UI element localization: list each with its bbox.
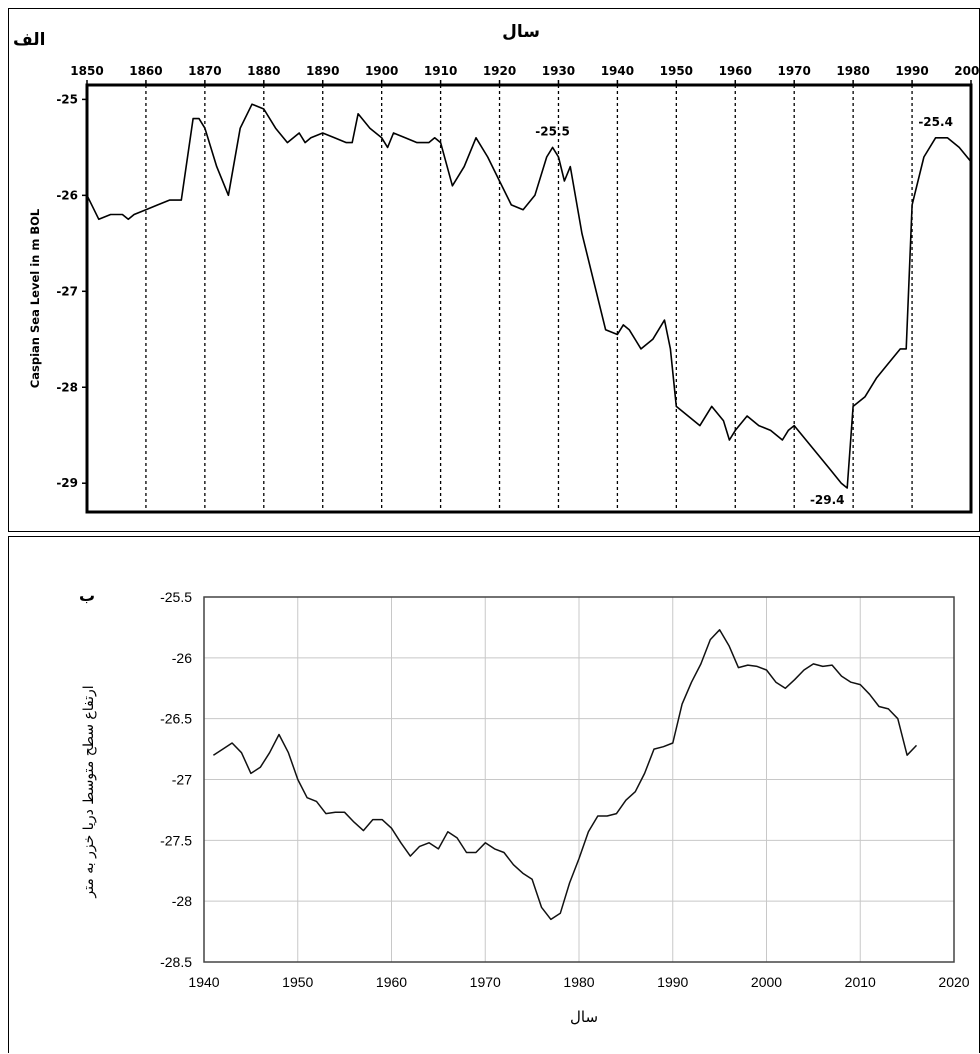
panel-label: ب	[79, 586, 95, 605]
x-tick-label: 1860	[129, 64, 162, 78]
data-annotation: -29.4	[810, 493, 845, 507]
x-tick-label: 1890	[306, 64, 339, 78]
caspian-level-chart-a: الف سال 1850 1860 1870 1880 1890 1900 1910 1920 19…	[9, 9, 979, 531]
caspian-level-chart-b: 1940 1950 1960 1970 1980 1990 2000 2010 2020 -25.…	[9, 537, 979, 1054]
x-tick-label: 1940	[188, 974, 219, 990]
x-tick-label: 1900	[365, 64, 398, 78]
x-tick-label: 1970	[777, 64, 810, 78]
x-tick-label: 2000	[954, 64, 979, 78]
x-tick-label: 1850	[70, 64, 103, 78]
y-tick-label: -27	[56, 284, 78, 298]
chart-panel-a: الف سال 1850 1860 1870 1880 1890 1900 1910 1920 19…	[8, 8, 980, 532]
x-tick-label: 1910	[424, 64, 457, 78]
x-tick-label: 1920	[483, 64, 516, 78]
x-tick-label: 2000	[751, 974, 782, 990]
x-tick-label: 1990	[657, 974, 688, 990]
x-tick-label: 1940	[601, 64, 634, 78]
x-tick-label: 1950	[282, 974, 313, 990]
y-tick-label: -29	[56, 476, 78, 490]
x-tick-label: 2010	[845, 974, 876, 990]
x-tick-label: 1960	[719, 64, 752, 78]
x-tick-label: 1970	[470, 974, 501, 990]
panel-label: الف	[13, 30, 45, 50]
y-tick-label: -25.5	[160, 589, 192, 605]
y-tick-label: -27	[172, 772, 192, 788]
x-tick-label: 1880	[247, 64, 280, 78]
x-axis-title: سال	[502, 22, 540, 42]
x-tick-label: 2020	[938, 974, 969, 990]
x-axis-label: سال	[570, 1008, 598, 1026]
x-tick-label: 1870	[188, 64, 221, 78]
data-annotation: -25.4	[918, 115, 953, 129]
y-tick-label: -28	[56, 380, 78, 394]
series-line	[87, 104, 971, 488]
x-tick-label: 1950	[660, 64, 693, 78]
y-tick-label: -27.5	[160, 832, 192, 848]
plot-frame	[87, 85, 971, 512]
x-tick-label: 1930	[542, 64, 575, 78]
series-line	[213, 630, 916, 920]
y-axis-label: Caspian Sea Level in m BOL	[28, 208, 42, 388]
y-tick-label: -25	[56, 92, 78, 106]
y-axis-label: ارتفاع سطح متوسط دریا خزر به متر	[81, 685, 97, 898]
y-tick-label: -26	[56, 188, 78, 202]
data-annotation: -25.5	[535, 124, 570, 138]
chart-panel-b: 1940 1950 1960 1970 1980 1990 2000 2010 2020 -25.…	[8, 536, 980, 1053]
y-tick-label: -26.5	[160, 711, 192, 727]
x-tick-label: 1990	[895, 64, 928, 78]
x-tick-label: 1980	[563, 974, 594, 990]
y-tick-label: -28	[172, 893, 192, 909]
x-tick-label: 1980	[836, 64, 869, 78]
y-tick-label: -28.5	[160, 954, 192, 970]
y-tick-label: -26	[172, 650, 192, 666]
x-tick-label: 1960	[376, 974, 407, 990]
